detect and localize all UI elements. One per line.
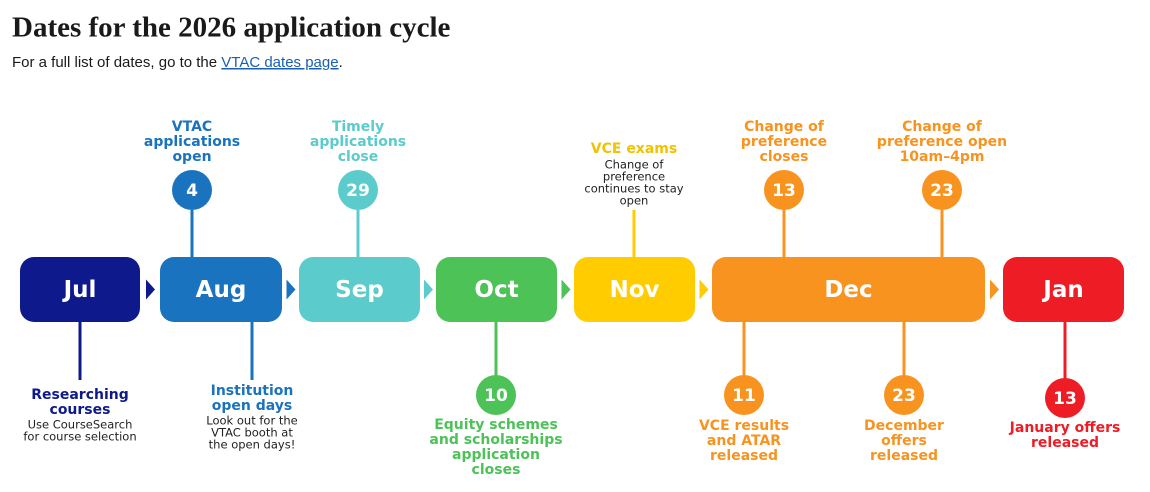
day-circle — [884, 375, 924, 415]
month-label: Jul — [62, 277, 97, 303]
event-title: closes — [472, 462, 521, 478]
page-title: Dates for the 2026 application cycle — [12, 12, 451, 44]
day-circle — [764, 170, 804, 210]
event-title: preference open — [877, 134, 1007, 150]
event-title: applications — [310, 134, 406, 150]
event-note: continues to stay — [584, 182, 683, 196]
day-circle — [172, 170, 212, 210]
event-title: released — [870, 448, 938, 464]
event-title: VCE exams — [591, 141, 677, 157]
day-circle — [724, 375, 764, 415]
event-title: released — [1031, 435, 1099, 451]
month-box — [160, 257, 282, 322]
month-box — [712, 257, 985, 322]
event-title: and ATAR — [707, 433, 781, 449]
event-title: VTAC — [172, 119, 212, 135]
day-number: 29 — [346, 181, 370, 201]
event-note: Use CourseSearch — [28, 418, 133, 432]
arrow — [146, 279, 155, 300]
event-title: Researching — [31, 387, 129, 403]
event-title: open days — [212, 398, 292, 414]
month-label: Aug — [196, 277, 247, 303]
arrow — [561, 279, 571, 300]
event-note: the open days! — [209, 438, 296, 452]
day-number: 10 — [484, 386, 508, 406]
month-label: Sep — [335, 277, 384, 303]
day-number: 11 — [732, 386, 756, 406]
event-title: applications — [144, 134, 240, 150]
event-title: preference — [741, 134, 827, 150]
day-number: 13 — [1053, 389, 1077, 409]
day-circle — [922, 170, 962, 210]
month-box — [1003, 257, 1124, 322]
day-number: 4 — [186, 181, 198, 201]
event-title: 10am–4pm — [900, 149, 985, 165]
day-number: 13 — [772, 181, 796, 201]
event-title: Equity schemes — [434, 417, 558, 433]
event-title: application — [452, 447, 540, 463]
event-title: released — [710, 448, 778, 464]
day-circle — [476, 375, 516, 415]
month-label: Oct — [474, 277, 518, 303]
arrow — [990, 279, 999, 300]
day-circle — [338, 170, 378, 210]
event-title: Change of — [902, 119, 983, 135]
event-note: open — [620, 194, 649, 208]
event-note: VTAC booth at — [211, 426, 293, 440]
day-number: 23 — [930, 181, 954, 201]
event-note: for course selection — [23, 430, 136, 444]
event-title: closes — [760, 149, 809, 165]
event-title: December — [864, 418, 944, 434]
month-box — [436, 257, 557, 322]
event-title: and scholarships — [429, 432, 562, 448]
arrow — [424, 279, 433, 300]
event-title: Change of — [744, 119, 825, 135]
month-label: Nov — [609, 277, 659, 303]
month-box — [299, 257, 420, 322]
intro: For a full list of dates, go to the VTAC… — [12, 54, 343, 71]
event-title: Timely — [332, 119, 384, 135]
event-title: courses — [50, 402, 111, 418]
day-number: 23 — [892, 386, 916, 406]
month-label: Dec — [824, 277, 872, 303]
intro-end: . — [339, 54, 343, 71]
month-box — [20, 257, 140, 322]
event-title: offers — [881, 433, 927, 449]
arrow — [699, 279, 709, 300]
day-circle — [1045, 378, 1085, 418]
event-note: preference — [603, 170, 665, 184]
event-title: open — [172, 149, 211, 165]
event-title: close — [338, 149, 379, 165]
month-box — [574, 257, 695, 322]
month-label: Jan — [1041, 277, 1083, 303]
event-title: VCE results — [699, 418, 789, 434]
arrow — [286, 279, 296, 300]
event-note: Change of — [605, 158, 665, 172]
event-note: Look out for the — [206, 414, 297, 428]
event-title: January offers — [1009, 420, 1121, 436]
event-title: Institution — [211, 383, 294, 399]
intro-text: For a full list of dates, go to the — [12, 54, 221, 71]
dates-link[interactable]: VTAC dates page — [221, 54, 338, 71]
